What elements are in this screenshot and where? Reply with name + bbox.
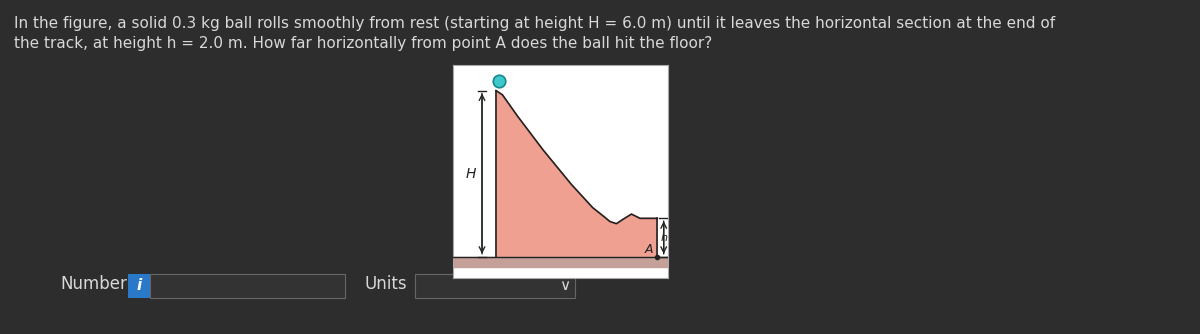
Polygon shape: [496, 91, 658, 257]
Text: A: A: [644, 243, 653, 256]
Text: In the figure, a solid 0.3 kg ball rolls smoothly from rest (starting at height : In the figure, a solid 0.3 kg ball rolls…: [14, 16, 1055, 31]
FancyBboxPatch shape: [150, 274, 346, 298]
FancyBboxPatch shape: [415, 274, 575, 298]
Text: h: h: [660, 232, 667, 242]
Text: i: i: [137, 279, 142, 294]
Text: H: H: [466, 167, 476, 181]
Text: Units: Units: [365, 275, 408, 293]
Text: Number: Number: [60, 275, 127, 293]
Text: ∨: ∨: [559, 278, 570, 293]
FancyBboxPatch shape: [128, 274, 150, 298]
Polygon shape: [454, 257, 668, 267]
Text: the track, at height h = 2.0 m. How far horizontally from point A does the ball : the track, at height h = 2.0 m. How far …: [14, 36, 713, 51]
